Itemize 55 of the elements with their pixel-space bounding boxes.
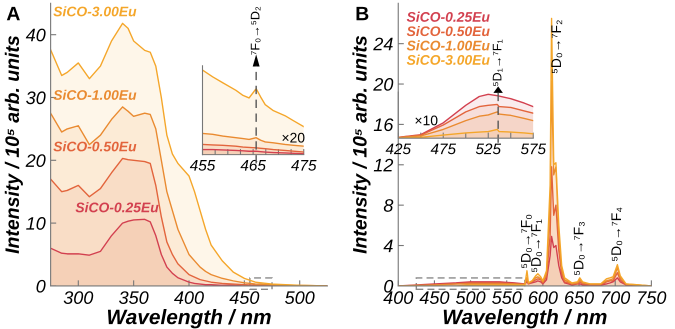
x-tick-label: 650: [565, 291, 594, 304]
x-tick-label: 700: [602, 291, 630, 304]
x-tick-label: 550: [492, 291, 522, 304]
x-tick-label: 455: [190, 160, 216, 171]
text: SiCO-0.50Eu: [406, 26, 490, 36]
x-tick-label: 400: [383, 291, 414, 304]
y-tick-label: 30: [26, 91, 46, 104]
annotation: ×10: [415, 116, 438, 126]
y-tick-label: 16: [374, 118, 394, 132]
x-tick-label: 425: [386, 143, 412, 154]
x-tick-label: 525: [476, 143, 502, 154]
x-tick-label: 750: [638, 291, 666, 304]
y-tick-label: 0: [36, 280, 46, 293]
x-tick-label: 400: [174, 291, 204, 304]
y-tick-label: 12: [374, 158, 394, 172]
series-label: SiCO-0.50Eu: [53, 141, 136, 152]
ref-line-label: ⁵D₁→⁷F₁: [492, 40, 502, 86]
x-axis-title: Wavelength / nm: [444, 308, 607, 328]
series-label: SiCO-3.00Eu: [53, 6, 136, 16]
series-label: SiCO-0.25Eu: [76, 202, 158, 212]
text: SiCO-3.00Eu: [406, 54, 490, 65]
series-label: SiCO-1.00Eu: [53, 90, 136, 100]
y-tick-label: 8: [384, 199, 394, 212]
y-tick-label: 24: [373, 38, 393, 50]
ref-line-label: ⁷F₀→⁵D₂: [250, 6, 261, 55]
y-axis-title: Intensity / 10⁵ arb. units: [4, 36, 23, 254]
x-tick-label: 500: [456, 291, 486, 304]
x-tick-label: 575: [520, 144, 546, 154]
y-tick-label: 0: [384, 280, 394, 293]
x-tick-label: 300: [64, 291, 94, 304]
text: SiCO-1.00Eu: [406, 40, 490, 50]
y-axis-title: Intensity / 10⁵ arb. units: [352, 36, 371, 254]
annotation: ⁵D₀→⁷F₂: [551, 20, 562, 74]
annotation: ⁵D₀→⁷F₄: [611, 208, 622, 261]
text: A: [6, 6, 20, 20]
x-tick-label: 500: [285, 291, 315, 304]
y-tick-label: 4: [383, 240, 393, 252]
text: B: [356, 6, 368, 20]
y-tick-label: 10: [26, 217, 46, 230]
y-tick-label: 20: [373, 78, 394, 91]
annotation: ×20: [282, 132, 304, 143]
x-tick-label: 475: [430, 144, 456, 154]
x-axis-title: Wavelength / nm: [108, 308, 271, 328]
y-tick-label: 40: [26, 28, 46, 42]
annotation: ⁵D₀→⁷F₁: [531, 220, 542, 272]
x-tick-label: 450: [419, 291, 450, 304]
x-tick-label: 465: [240, 160, 266, 171]
x-tick-label: 450: [229, 291, 260, 304]
text: SiCO-0.25Eu: [406, 12, 490, 22]
y-tick-label: 20: [26, 154, 46, 168]
x-tick-label: 475: [291, 160, 317, 171]
annotation: ⁵D₀→⁷F₃: [574, 222, 585, 276]
annotation: ⁵D₀→⁷F₀: [521, 214, 532, 268]
x-tick-label: 350: [119, 291, 149, 304]
x-tick-label: 600: [528, 291, 558, 304]
